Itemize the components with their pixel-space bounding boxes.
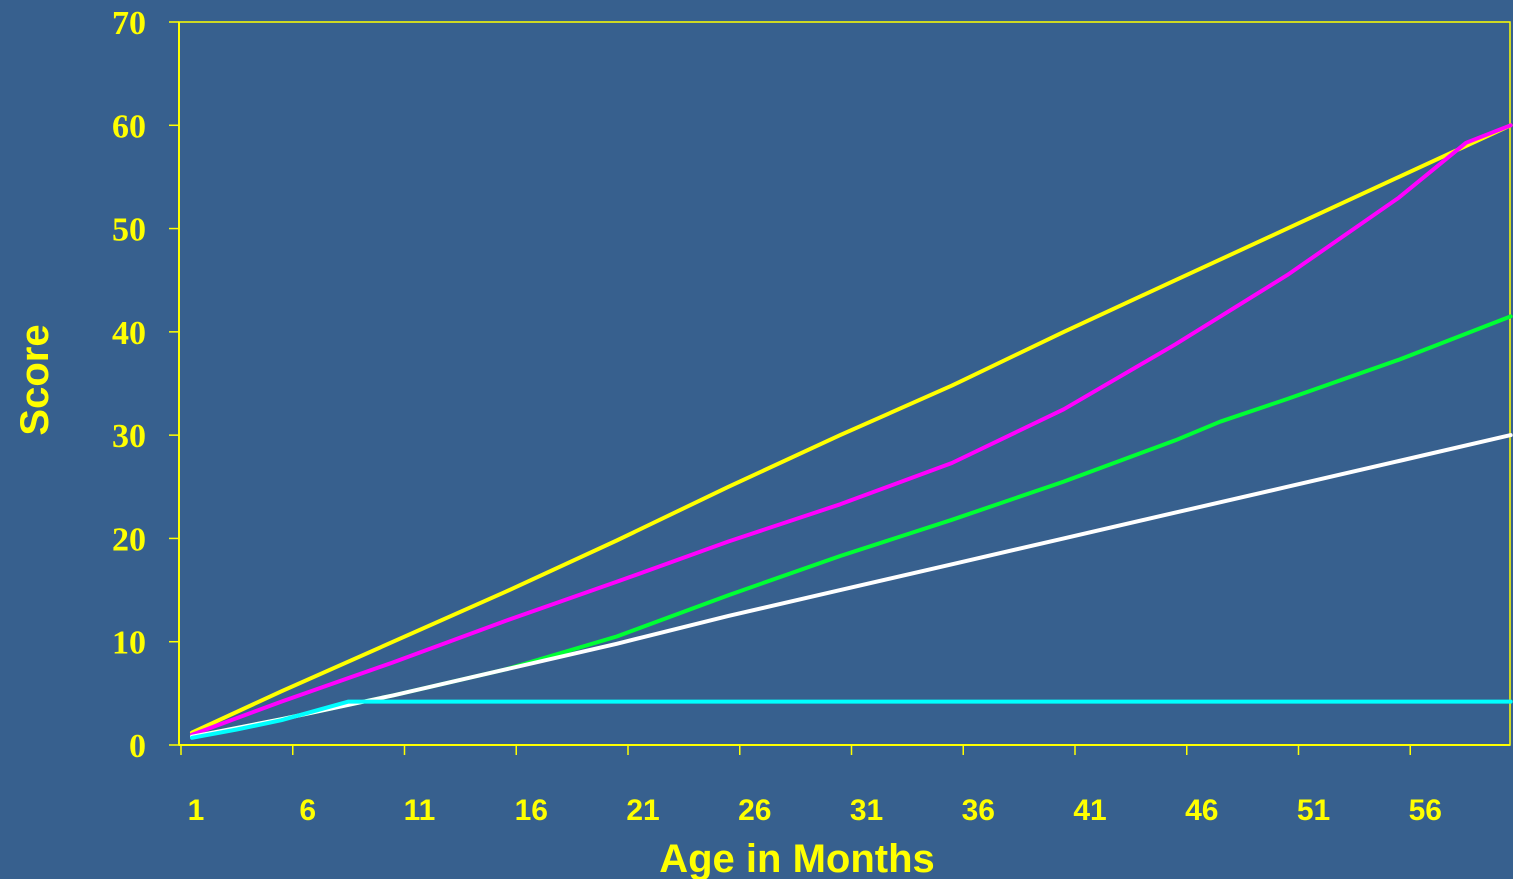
series-line-5 xyxy=(190,699,1513,740)
y-tick-label: 70 xyxy=(112,5,146,42)
y-axis-title: Score xyxy=(13,324,57,435)
y-tick-label: 50 xyxy=(112,212,146,249)
series-line-1 xyxy=(190,123,1513,735)
plot-frame xyxy=(178,21,1511,746)
x-tick-label: 36 xyxy=(962,794,995,827)
x-tick-label: 1 xyxy=(188,794,205,827)
series-line-4 xyxy=(190,433,1513,739)
x-tick-label: 26 xyxy=(738,794,771,827)
y-tick-label: 10 xyxy=(112,625,146,662)
x-tick-label: 21 xyxy=(626,794,659,827)
x-tick-label: 41 xyxy=(1073,794,1106,827)
y-tick-label: 0 xyxy=(129,728,146,765)
x-tick-label: 56 xyxy=(1409,794,1442,827)
x-tick-label: 6 xyxy=(299,794,316,827)
y-tick-label: 60 xyxy=(112,108,146,145)
x-tick-label: 11 xyxy=(404,794,436,827)
y-tick-label: 40 xyxy=(112,315,146,352)
series-line-2 xyxy=(190,123,1513,737)
y-tick-label: 30 xyxy=(112,418,146,455)
x-axis-title: Age in Months xyxy=(659,837,935,879)
series-line-3 xyxy=(190,314,1513,739)
x-tick-label: 31 xyxy=(850,794,883,827)
y-tick-label: 20 xyxy=(112,521,146,558)
x-tick-label: 46 xyxy=(1185,794,1218,827)
x-tick-label: 51 xyxy=(1297,794,1330,827)
x-tick-label: 16 xyxy=(515,794,548,827)
